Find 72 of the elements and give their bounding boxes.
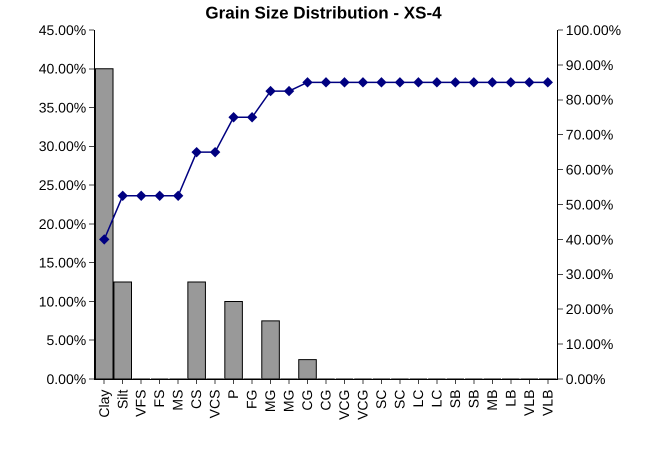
x-tick-label: MG <box>280 390 297 412</box>
x-tick-label: CG <box>318 390 334 411</box>
x-tick-label: LB <box>502 390 518 407</box>
point <box>358 77 368 88</box>
y2-tick-label: 70.00% <box>566 126 614 143</box>
x-tick-label: P <box>225 390 242 399</box>
x-tick-label: SC <box>372 390 389 410</box>
x-tick-label: CS <box>188 390 204 410</box>
point <box>136 190 146 201</box>
y2-tick-label: 40.00% <box>566 231 614 248</box>
point <box>506 77 516 88</box>
point <box>320 77 332 88</box>
y2-tick-label: 50.00% <box>566 196 614 212</box>
x-tick-label: CG <box>299 390 316 411</box>
y2-tick-label: 0.00% <box>566 370 606 387</box>
point <box>265 86 276 96</box>
point <box>99 234 110 245</box>
x-tick-label: MG <box>262 390 278 412</box>
y-tick-label: 0.00% <box>46 370 86 387</box>
x-tick-label: VCS <box>206 390 223 418</box>
y-tick-label: 25.00% <box>38 177 86 194</box>
point <box>450 77 461 88</box>
x-tick-label: SC <box>391 390 408 410</box>
x-tick-label: VFS <box>132 390 149 417</box>
point <box>468 77 480 88</box>
y-tick-label: 20.00% <box>38 216 86 232</box>
point <box>394 77 406 88</box>
x-tick-label: VCG <box>354 390 371 420</box>
x-tick-label: LC <box>410 390 426 408</box>
point <box>542 77 553 88</box>
y-tick-label: 35.00% <box>38 99 86 116</box>
point <box>487 77 498 88</box>
point <box>413 77 424 88</box>
point <box>432 77 442 88</box>
x-tick-label: MB <box>484 390 500 411</box>
y-tick-label: 5.00% <box>46 332 86 348</box>
y2-tick-label: 80.00% <box>566 92 614 108</box>
point <box>376 77 387 88</box>
y-tick-label: 15.00% <box>38 254 86 271</box>
x-tick-label: MS <box>170 390 186 411</box>
point <box>118 190 128 201</box>
point <box>172 190 184 201</box>
y2-tick-label: 90.00% <box>566 56 614 73</box>
point <box>191 146 202 158</box>
x-tick-label: FG <box>244 390 260 410</box>
x-tick-label: LC <box>428 390 444 408</box>
y2-tick-label: 30.00% <box>566 266 614 282</box>
y2-tick-label: 20.00% <box>566 301 614 318</box>
point <box>228 112 239 122</box>
point <box>246 112 258 122</box>
y-tick-label: 10.00% <box>38 293 86 310</box>
point <box>154 190 165 201</box>
point <box>302 77 313 88</box>
point <box>210 146 220 158</box>
x-tick-label: SB <box>446 390 463 408</box>
point <box>284 86 294 96</box>
y2-tick-label: 10.00% <box>566 336 614 352</box>
x-tick-label: Clay <box>96 390 112 418</box>
y-tick-label: 45.00% <box>38 22 86 38</box>
x-tick-label: SB <box>465 390 482 408</box>
x-tick-label: FS <box>151 390 168 408</box>
point <box>339 77 350 88</box>
y2-tick-label: 100.00% <box>566 22 622 38</box>
chart-title: Grain Size Distribution - XS-4 <box>205 4 442 23</box>
y-tick-label: 30.00% <box>38 138 86 154</box>
x-tick-label: VCG <box>336 390 352 420</box>
y2-tick-label: 60.00% <box>566 162 614 178</box>
x-tick-label: VLB <box>539 390 556 416</box>
point <box>524 77 534 88</box>
x-tick-label: Silt <box>114 389 130 410</box>
x-tick-label: VLB <box>520 390 537 416</box>
y-tick-label: 40.00% <box>38 60 86 77</box>
